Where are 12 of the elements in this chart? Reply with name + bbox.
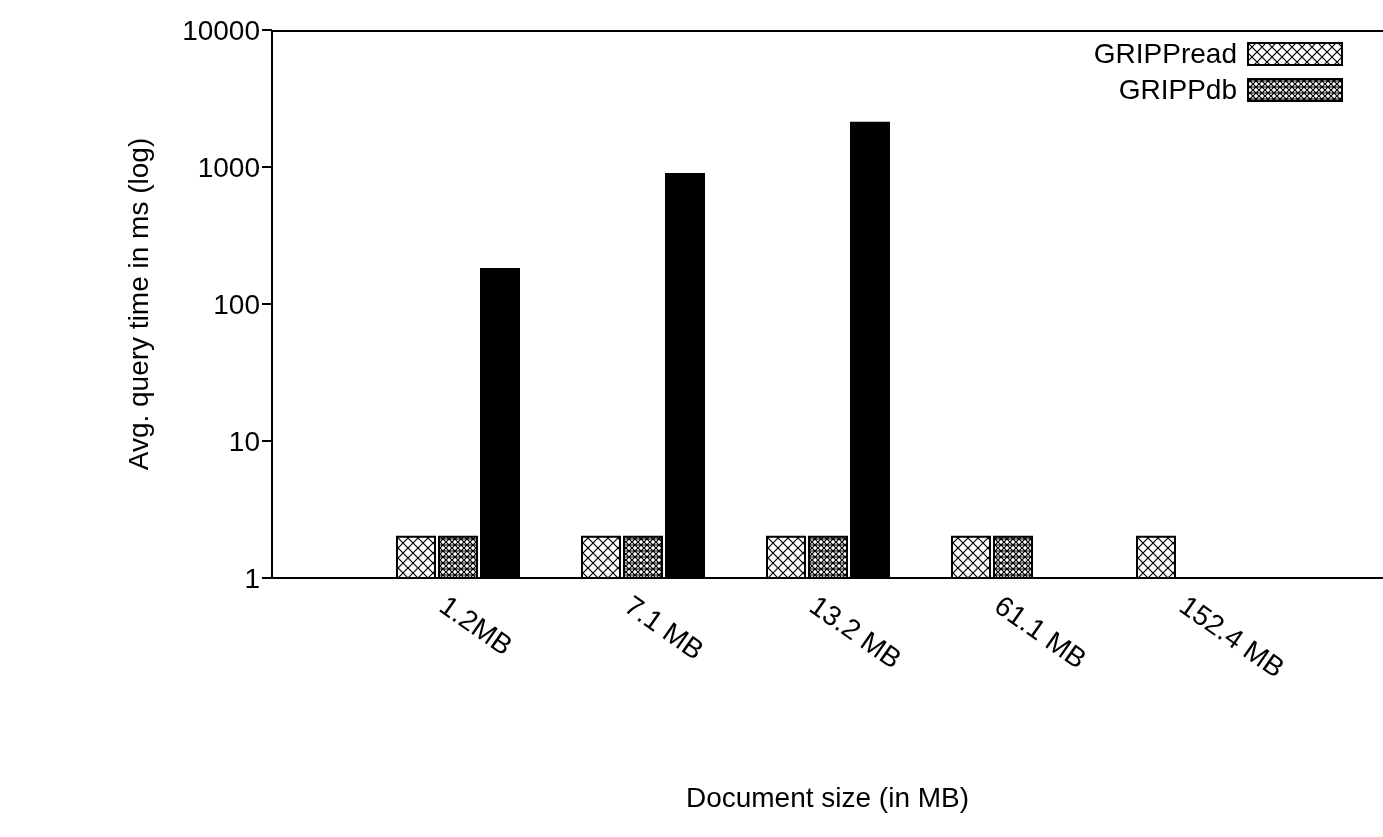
x-axis-title: Document size (in MB) xyxy=(685,782,970,813)
legend-label: GRIPPread xyxy=(1093,38,1237,70)
y-tick-label: 10000 xyxy=(182,14,260,46)
y-tick-label: 1000 xyxy=(197,151,260,183)
x-tick-label: 61.1 MB xyxy=(989,589,1093,675)
x-tick-label: 13.2 MB xyxy=(804,589,908,675)
y-tick-label: 100 xyxy=(213,288,260,320)
y-axis-title: Avg. query time in ms (log) xyxy=(122,137,154,471)
legend-label: GRIPPdb xyxy=(1118,74,1237,106)
x-tick-label: 7.1 MB xyxy=(619,589,710,666)
y-tick-label: 10 xyxy=(228,425,260,457)
y-tick-label: 1 xyxy=(244,562,260,594)
